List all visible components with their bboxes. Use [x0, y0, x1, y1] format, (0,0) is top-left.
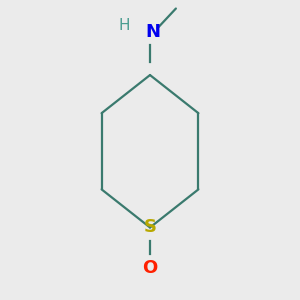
Text: S: S [143, 218, 157, 236]
Text: O: O [142, 259, 158, 277]
Text: H: H [119, 18, 130, 33]
Text: N: N [145, 23, 160, 41]
